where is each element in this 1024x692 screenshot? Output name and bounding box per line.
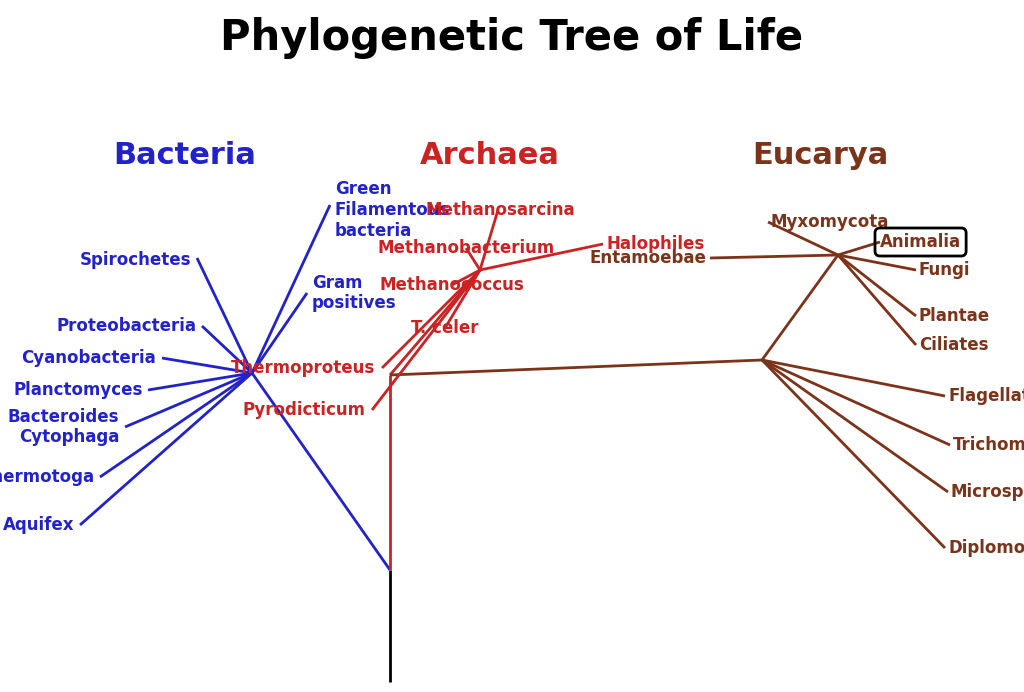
- Text: Phylogenetic Tree of Life: Phylogenetic Tree of Life: [220, 17, 804, 59]
- Text: Green
Filamentous
bacteria: Green Filamentous bacteria: [335, 180, 451, 240]
- Text: Diplomonads: Diplomonads: [948, 539, 1024, 557]
- Text: Flagellates: Flagellates: [948, 387, 1024, 405]
- Text: Eucarya: Eucarya: [752, 140, 888, 170]
- Text: Bacteroides
Cytophaga: Bacteroides Cytophaga: [7, 408, 119, 446]
- Text: Fungi: Fungi: [919, 261, 971, 279]
- Text: Pyrodicticum: Pyrodicticum: [243, 401, 366, 419]
- Text: Plantae: Plantae: [919, 307, 990, 325]
- Text: Methanobacterium: Methanobacterium: [378, 239, 555, 257]
- Text: Bacteria: Bacteria: [114, 140, 256, 170]
- Text: Aquifex: Aquifex: [2, 516, 74, 534]
- Text: Thermoproteus: Thermoproteus: [230, 359, 375, 377]
- Text: Trichomonads: Trichomonads: [953, 436, 1024, 454]
- Text: Myxomycota: Myxomycota: [771, 213, 890, 231]
- Text: Animalia: Animalia: [880, 233, 962, 251]
- Text: Microsporidia: Microsporidia: [951, 483, 1024, 501]
- Text: Spirochetes: Spirochetes: [80, 251, 191, 269]
- Text: Thermotoga: Thermotoga: [0, 468, 95, 486]
- Text: Methanosarcina: Methanosarcina: [425, 201, 574, 219]
- Text: Cyanobacteria: Cyanobacteria: [22, 349, 156, 367]
- Text: Methanococcus: Methanococcus: [380, 276, 524, 294]
- Text: Gram
positives: Gram positives: [312, 273, 396, 312]
- Text: Proteobacteria: Proteobacteria: [57, 317, 197, 335]
- Text: Halophiles: Halophiles: [606, 235, 705, 253]
- Text: Ciliates: Ciliates: [919, 336, 988, 354]
- Text: Planctomyces: Planctomyces: [13, 381, 143, 399]
- Text: Archaea: Archaea: [420, 140, 560, 170]
- Text: Entamoebae: Entamoebae: [589, 249, 706, 267]
- Text: T. celer: T. celer: [412, 319, 479, 337]
